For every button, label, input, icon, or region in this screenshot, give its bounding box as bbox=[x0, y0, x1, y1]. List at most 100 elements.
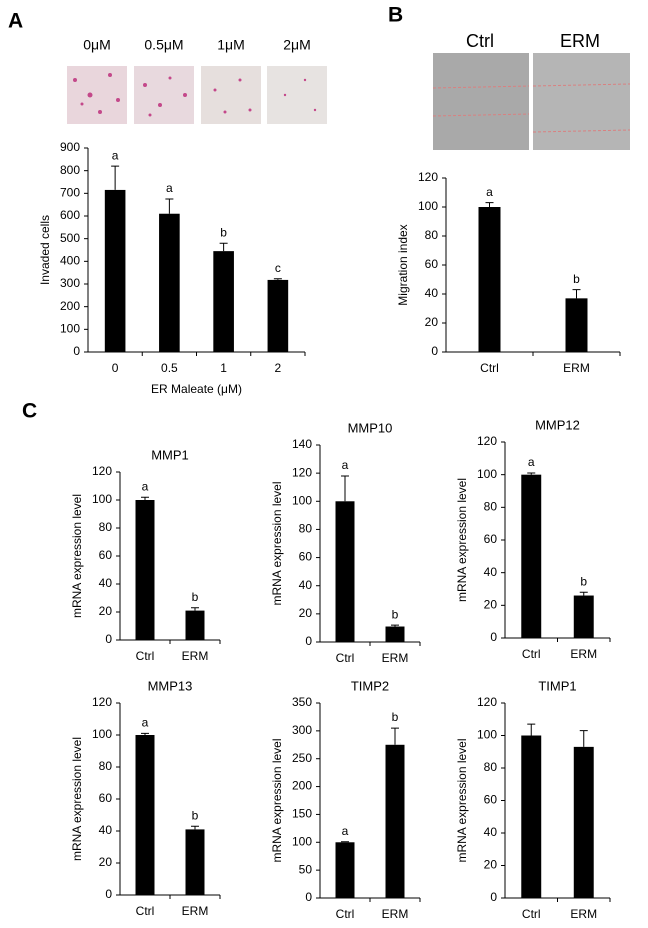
bar bbox=[213, 251, 234, 352]
y-tick-label: 20 bbox=[99, 604, 113, 618]
bar bbox=[573, 595, 594, 638]
image-label: 0μM bbox=[83, 37, 111, 53]
y-tick-label: 0 bbox=[73, 344, 80, 358]
error-bar bbox=[391, 727, 399, 745]
y-tick-label: 200 bbox=[292, 779, 312, 793]
chart-title: MMP10 bbox=[348, 420, 393, 435]
bar bbox=[159, 213, 180, 352]
x-tick-label: ERM bbox=[382, 651, 409, 665]
error-bar bbox=[527, 472, 536, 475]
panel-label: C bbox=[22, 400, 37, 423]
significance-label: c bbox=[275, 261, 281, 275]
y-tick-label: 800 bbox=[60, 163, 80, 177]
micrograph bbox=[67, 66, 127, 124]
y-tick-label: 60 bbox=[484, 532, 498, 546]
error-bar bbox=[219, 242, 228, 252]
y-tick-label: 100 bbox=[292, 834, 312, 848]
y-tick-label: 40 bbox=[299, 578, 313, 592]
y-tick-label: 0 bbox=[105, 887, 112, 901]
y-tick-label: 150 bbox=[292, 807, 312, 821]
y-tick-label: 300 bbox=[60, 276, 80, 290]
y-tick-label: 250 bbox=[292, 751, 312, 765]
y-tick-label: 100 bbox=[60, 322, 80, 336]
y-tick-label: 80 bbox=[99, 520, 113, 534]
y-tick-label: 100 bbox=[92, 492, 112, 506]
y-tick-label: 120 bbox=[92, 695, 112, 709]
bar bbox=[135, 500, 155, 640]
y-tick-label: 100 bbox=[92, 727, 112, 741]
scratch-edge bbox=[532, 129, 631, 133]
significance-label: b bbox=[392, 607, 399, 621]
significance-label: b bbox=[192, 590, 199, 604]
image-label: 1μM bbox=[217, 37, 245, 53]
y-tick-label: 60 bbox=[484, 793, 498, 807]
y-axis-label: Migration index bbox=[396, 224, 410, 305]
y-tick-label: 80 bbox=[299, 522, 313, 536]
y-tick-label: 0 bbox=[490, 630, 497, 644]
micrograph bbox=[201, 66, 261, 124]
chart-title: MMP13 bbox=[148, 678, 193, 693]
chart-title: MMP12 bbox=[535, 417, 580, 432]
y-tick-label: 140 bbox=[292, 437, 312, 451]
micrograph bbox=[433, 53, 529, 150]
y-tick-label: 0 bbox=[105, 632, 112, 646]
y-tick-label: 0 bbox=[431, 344, 438, 358]
x-axis-label: ER Maleate (μM) bbox=[151, 382, 242, 396]
y-tick-label: 60 bbox=[99, 548, 113, 562]
y-tick-label: 60 bbox=[425, 257, 439, 271]
y-tick-label: 0 bbox=[305, 634, 312, 648]
y-axis-label: mRNA expression level bbox=[455, 738, 469, 862]
x-tick-label: ERM bbox=[570, 907, 597, 921]
error-bar bbox=[341, 841, 349, 843]
x-tick-label: Ctrl bbox=[522, 647, 541, 661]
y-tick-label: 350 bbox=[292, 695, 312, 709]
y-tick-label: 40 bbox=[99, 576, 113, 590]
significance-label: a bbox=[342, 824, 349, 838]
significance-label: a bbox=[528, 455, 535, 469]
bar bbox=[185, 610, 205, 640]
bar bbox=[573, 746, 594, 898]
x-tick-label: Ctrl bbox=[136, 904, 155, 918]
y-tick-label: 20 bbox=[299, 606, 313, 620]
y-tick-label: 300 bbox=[292, 723, 312, 737]
y-axis-label: mRNA expression level bbox=[70, 737, 84, 861]
y-tick-label: 700 bbox=[60, 186, 80, 200]
error-bar bbox=[391, 624, 399, 627]
image-label: ERM bbox=[560, 31, 600, 51]
y-tick-label: 100 bbox=[418, 199, 438, 213]
chart-title: TIMP1 bbox=[538, 678, 576, 693]
x-tick-label: ERM bbox=[563, 361, 590, 375]
y-axis-label: mRNA expression level bbox=[70, 494, 84, 618]
y-tick-label: 50 bbox=[299, 862, 313, 876]
y-tick-label: 20 bbox=[484, 598, 498, 612]
significance-label: b bbox=[392, 710, 399, 724]
bar bbox=[104, 189, 126, 352]
y-axis-label: mRNA expression level bbox=[270, 738, 284, 862]
y-tick-label: 120 bbox=[477, 434, 497, 448]
x-tick-label: Ctrl bbox=[522, 907, 541, 921]
y-tick-label: 80 bbox=[484, 500, 498, 514]
y-axis-label: mRNA expression level bbox=[270, 481, 284, 605]
significance-label: a bbox=[142, 716, 149, 730]
y-tick-label: 60 bbox=[99, 791, 113, 805]
bar bbox=[267, 279, 289, 352]
x-tick-label: Ctrl bbox=[336, 907, 355, 921]
image-label: Ctrl bbox=[466, 31, 494, 51]
chart-title: TIMP2 bbox=[351, 678, 389, 693]
x-tick-label: Ctrl bbox=[480, 361, 499, 375]
bar bbox=[478, 207, 501, 352]
error-bar bbox=[191, 825, 199, 830]
significance-label: a bbox=[166, 181, 173, 195]
image-label: 2μM bbox=[283, 37, 311, 53]
significance-label: b bbox=[220, 225, 227, 239]
y-tick-label: 120 bbox=[418, 170, 438, 184]
bar bbox=[185, 829, 205, 895]
x-tick-label: ERM bbox=[570, 647, 597, 661]
error-bar bbox=[579, 591, 588, 596]
significance-label: b bbox=[573, 272, 580, 286]
significance-label: a bbox=[142, 479, 149, 493]
bar bbox=[385, 626, 405, 642]
y-tick-label: 80 bbox=[425, 228, 439, 242]
